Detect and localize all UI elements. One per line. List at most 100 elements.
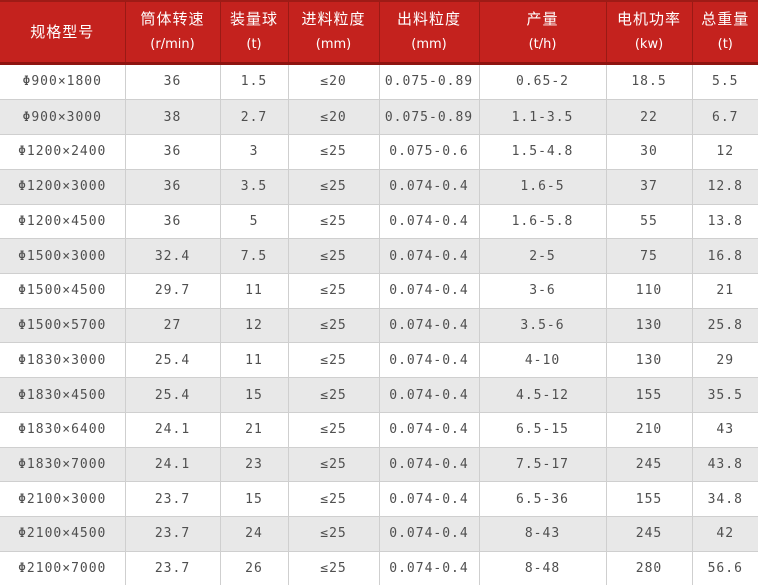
cell-spec: Φ1500×3000	[0, 238, 126, 274]
cell-ball: 26	[219, 550, 289, 585]
column-header-feed: 进料粒度 (mm)	[287, 0, 379, 65]
cell-spec: Φ1830×6400	[0, 411, 126, 448]
cell-spec: Φ1500×5700	[0, 307, 126, 344]
column-unit: (mm)	[315, 37, 352, 53]
cell-discharge: 0.074-0.4	[378, 446, 480, 483]
cell-speed: 36	[124, 168, 221, 205]
column-header-spec: 规格型号	[0, 0, 125, 65]
table-row: Φ900×1800 36 1.5 ≤20 0.075-0.89 0.65-2 18.5 5.5	[0, 62, 758, 101]
cell-speed: 27	[124, 307, 221, 344]
cell-discharge: 0.075-0.6	[378, 134, 480, 170]
cell-power: 280	[605, 550, 693, 585]
cell-speed: 36	[124, 62, 221, 101]
cell-ball: 11	[219, 342, 289, 379]
cell-weight: 12	[691, 134, 758, 170]
cell-spec: Φ1830×7000	[0, 446, 126, 483]
cell-discharge: 0.074-0.4	[378, 203, 480, 240]
cell-power: 18.5	[605, 62, 693, 101]
cell-weight: 16.8	[691, 238, 758, 274]
column-title: 进料粒度	[301, 10, 366, 29]
cell-discharge: 0.074-0.4	[378, 168, 480, 205]
table-row: Φ1500×3000 32.4 7.5 ≤25 0.074-0.4 2-5 75 16.8	[0, 238, 758, 274]
cell-power: 130	[605, 342, 693, 379]
table-row: Φ900×3000 38 2.7 ≤20 0.075-0.89 1.1-3.5 22 6.7	[0, 99, 758, 136]
table-row: Φ2100×3000 23.7 15 ≤25 0.074-0.4 6.5-36 155 34.…	[0, 481, 758, 518]
cell-power: 75	[605, 238, 693, 274]
cell-feed: ≤25	[287, 446, 380, 483]
cell-feed: ≤20	[287, 62, 380, 101]
column-header-power: 电机功率 (kw)	[605, 0, 692, 65]
cell-discharge: 0.074-0.4	[378, 238, 480, 274]
cell-capacity: 4.5-12	[478, 377, 607, 413]
cell-discharge: 0.074-0.4	[378, 342, 480, 379]
column-unit: (kw)	[634, 37, 664, 53]
cell-power: 22	[605, 99, 693, 136]
cell-capacity: 2-5	[478, 238, 607, 274]
cell-feed: ≤25	[287, 307, 380, 344]
cell-ball: 21	[219, 411, 289, 448]
cell-spec: Φ1830×4500	[0, 377, 126, 413]
table-row: Φ1200×3000 36 3.5 ≤25 0.074-0.4 1.6-5 37 12.8	[0, 168, 758, 205]
cell-discharge: 0.074-0.4	[378, 272, 480, 309]
cell-capacity: 8-43	[478, 516, 607, 552]
column-header-capacity: 产量 (t/h)	[478, 0, 606, 65]
cell-power: 245	[605, 446, 693, 483]
cell-ball: 15	[219, 377, 289, 413]
cell-ball: 5	[219, 203, 289, 240]
cell-power: 210	[605, 411, 693, 448]
cell-weight: 35.5	[691, 377, 758, 413]
table-row: Φ2100×7000 23.7 26 ≤25 0.074-0.4 8-48 280 56.6	[0, 550, 758, 585]
cell-spec: Φ1500×4500	[0, 272, 126, 309]
cell-feed: ≤25	[287, 481, 380, 518]
cell-weight: 5.5	[691, 62, 758, 101]
cell-spec: Φ1200×4500	[0, 203, 126, 240]
cell-power: 37	[605, 168, 693, 205]
cell-weight: 21	[691, 272, 758, 309]
cell-feed: ≤25	[287, 516, 380, 552]
cell-power: 245	[605, 516, 693, 552]
cell-capacity: 1.5-4.8	[478, 134, 607, 170]
cell-speed: 25.4	[124, 342, 221, 379]
cell-capacity: 1.6-5.8	[478, 203, 607, 240]
cell-speed: 25.4	[124, 377, 221, 413]
cell-speed: 36	[124, 134, 221, 170]
cell-power: 155	[605, 377, 693, 413]
column-title: 装量球	[229, 10, 278, 29]
header-row: 规格型号 筒体转速 (r/min) 装量球 (t)	[0, 0, 758, 65]
column-unit: (t)	[717, 37, 733, 53]
column-title: 筒体转速	[140, 10, 205, 29]
cell-spec: Φ2100×4500	[0, 516, 126, 552]
cell-discharge: 0.075-0.89	[378, 62, 480, 101]
cell-speed: 24.1	[124, 446, 221, 483]
column-unit: (t)	[246, 37, 262, 53]
table-row: Φ1830×4500 25.4 15 ≤25 0.074-0.4 4.5-12 155 35.…	[0, 377, 758, 413]
cell-weight: 43	[691, 411, 758, 448]
column-title: 规格型号	[30, 22, 95, 41]
cell-weight: 13.8	[691, 203, 758, 240]
cell-feed: ≤25	[287, 550, 380, 585]
cell-discharge: 0.074-0.4	[378, 377, 480, 413]
column-unit: (t/h)	[528, 37, 557, 53]
cell-ball: 11	[219, 272, 289, 309]
cell-speed: 29.7	[124, 272, 221, 309]
cell-spec: Φ1200×2400	[0, 134, 126, 170]
cell-capacity: 6.5-36	[478, 481, 607, 518]
cell-weight: 34.8	[691, 481, 758, 518]
cell-weight: 25.8	[691, 307, 758, 344]
cell-capacity: 8-48	[478, 550, 607, 585]
cell-feed: ≤25	[287, 411, 380, 448]
cell-speed: 24.1	[124, 411, 221, 448]
cell-ball: 1.5	[219, 62, 289, 101]
column-title: 总重量	[701, 10, 750, 29]
cell-spec: Φ1200×3000	[0, 168, 126, 205]
cell-feed: ≤25	[287, 134, 380, 170]
cell-discharge: 0.074-0.4	[378, 481, 480, 518]
cell-spec: Φ900×3000	[0, 99, 126, 136]
column-header-weight: 总重量 (t)	[691, 0, 758, 65]
cell-weight: 43.8	[691, 446, 758, 483]
table-row: Φ1500×5700 27 12 ≤25 0.074-0.4 3.5-6 130 25.8	[0, 307, 758, 344]
cell-feed: ≤25	[287, 203, 380, 240]
cell-feed: ≤25	[287, 377, 380, 413]
cell-discharge: 0.074-0.4	[378, 307, 480, 344]
